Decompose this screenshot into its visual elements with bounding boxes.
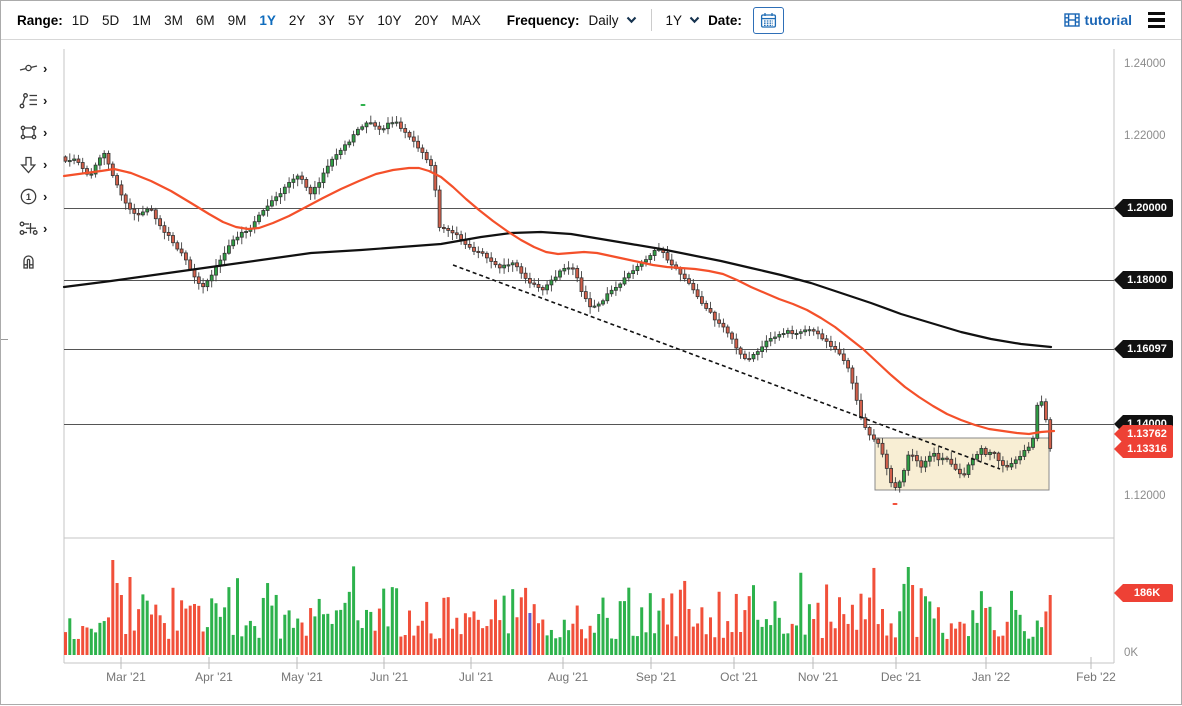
indicator-compare-tool-icon: [19, 221, 38, 235]
tutorial-link[interactable]: tutorial: [1063, 12, 1132, 28]
chevron-right-icon: ›: [43, 125, 48, 140]
chevron-right-icon: ›: [43, 189, 48, 204]
range-option-3y[interactable]: 3Y: [318, 12, 335, 28]
indicator-compare-tool-button[interactable]: ›: [17, 217, 48, 240]
period-value: 1Y: [665, 12, 683, 28]
range-option-5y[interactable]: 5Y: [347, 12, 365, 28]
range-option-9m[interactable]: 9M: [227, 12, 247, 28]
film-icon: [1063, 13, 1080, 27]
arrow-down-tool-button[interactable]: ›: [17, 153, 48, 176]
svg-text:1: 1: [26, 192, 32, 203]
frequency-dropdown[interactable]: Daily: [589, 13, 637, 28]
magnet-snap-icon: [23, 255, 34, 269]
range-option-3m[interactable]: 3M: [164, 12, 183, 28]
range-option-max[interactable]: MAX: [451, 12, 481, 28]
chevron-right-icon: ›: [43, 221, 48, 236]
number-annotation-tool-button[interactable]: 1 ›: [17, 185, 48, 208]
range-option-20y[interactable]: 20Y: [414, 12, 439, 28]
menu-button[interactable]: [1146, 10, 1167, 30]
ray-line-tool-icon: [19, 64, 38, 72]
range-option-1m[interactable]: 1M: [132, 12, 152, 28]
magnet-snap-button[interactable]: ›: [17, 249, 48, 272]
arrow-down-tool-icon: [20, 156, 37, 174]
number-annotation-tool-icon: 1: [20, 188, 37, 205]
header-divider: [650, 9, 652, 31]
rectangle-tool-icon: [20, 125, 37, 140]
range-option-6m[interactable]: 6M: [195, 12, 215, 28]
chevron-down-icon: [626, 16, 636, 24]
toolbar-header: Range: 1D 5D 1M 3M 6M 9M 1Y 2Y 3Y 5Y 10Y 20Y MAX Fre…: [1, 1, 1181, 40]
fibonacci-list-tool-icon: [19, 93, 37, 109]
frequency-label: Frequency:: [506, 12, 580, 28]
chevron-right-icon: ›: [43, 61, 48, 76]
range-option-5d[interactable]: 5D: [102, 12, 120, 28]
date-label: Date:: [708, 12, 742, 28]
calendar-icon: [760, 12, 776, 28]
range-options: 1D 5D 1M 3M 6M 9M 1Y 2Y 3Y 5Y 10Y 20Y MAX: [72, 13, 481, 28]
period-dropdown[interactable]: 1Y: [666, 13, 701, 28]
chevron-right-icon: ›: [43, 93, 48, 108]
chevron-down-icon: [689, 16, 700, 24]
frequency-value: Daily: [588, 12, 619, 28]
fibonacci-list-tool-button[interactable]: ›: [17, 89, 48, 112]
range-option-10y[interactable]: 10Y: [377, 12, 402, 28]
range-option-1d[interactable]: 1D: [71, 12, 90, 28]
chevron-right-icon: ›: [43, 157, 48, 172]
drawing-toolbar: ››››1›››: [17, 57, 48, 272]
range-option-1y[interactable]: 1Y: [259, 12, 276, 28]
date-picker-button[interactable]: [752, 6, 784, 34]
tutorial-label: tutorial: [1084, 12, 1132, 28]
rectangle-tool-button[interactable]: ›: [17, 121, 48, 144]
range-option-2y[interactable]: 2Y: [288, 12, 306, 28]
ray-line-tool-button[interactable]: ›: [17, 57, 48, 80]
range-label: Range:: [17, 12, 63, 28]
